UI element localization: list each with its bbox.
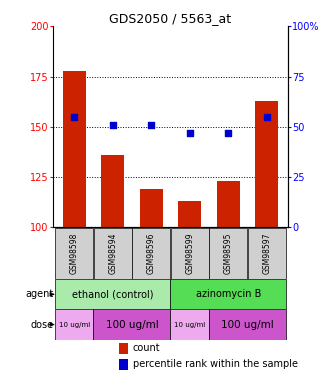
Point <box>71 114 77 120</box>
Bar <box>210 228 247 279</box>
Text: dose: dose <box>30 320 53 330</box>
Text: GSM98595: GSM98595 <box>224 232 233 274</box>
Text: GSM98599: GSM98599 <box>185 232 194 274</box>
Bar <box>119 358 128 370</box>
Bar <box>93 309 170 340</box>
Text: 100 ug/ml: 100 ug/ml <box>221 320 274 330</box>
Bar <box>209 309 286 340</box>
Text: 10 ug/ml: 10 ug/ml <box>59 321 90 327</box>
Bar <box>171 228 209 279</box>
Bar <box>217 181 240 228</box>
Point <box>226 130 231 136</box>
Text: GSM98597: GSM98597 <box>262 232 271 274</box>
Bar <box>55 279 170 309</box>
Bar <box>63 70 86 228</box>
Text: 100 ug/ml: 100 ug/ml <box>106 320 158 330</box>
Bar <box>255 101 278 228</box>
Text: GSM98596: GSM98596 <box>147 232 156 274</box>
Point <box>264 114 269 120</box>
Bar <box>55 228 93 279</box>
Text: percentile rank within the sample: percentile rank within the sample <box>133 359 298 369</box>
Text: azinomycin B: azinomycin B <box>196 290 261 299</box>
Point <box>110 122 115 128</box>
Title: GDS2050 / 5563_at: GDS2050 / 5563_at <box>110 12 231 25</box>
Text: ethanol (control): ethanol (control) <box>72 290 154 299</box>
Text: count: count <box>133 344 161 354</box>
Bar <box>94 228 131 279</box>
Bar <box>140 189 163 228</box>
Bar <box>248 228 286 279</box>
Point <box>187 130 192 136</box>
Bar <box>170 279 286 309</box>
Bar <box>119 343 128 354</box>
Bar <box>178 201 201 228</box>
Bar <box>132 228 170 279</box>
Text: GSM98598: GSM98598 <box>70 232 79 274</box>
Bar <box>101 155 124 228</box>
Point <box>149 122 154 128</box>
Bar <box>55 309 93 340</box>
Text: GSM98594: GSM98594 <box>108 232 117 274</box>
Text: agent: agent <box>25 290 53 299</box>
Text: 10 ug/ml: 10 ug/ml <box>174 321 205 327</box>
Bar <box>170 309 209 340</box>
